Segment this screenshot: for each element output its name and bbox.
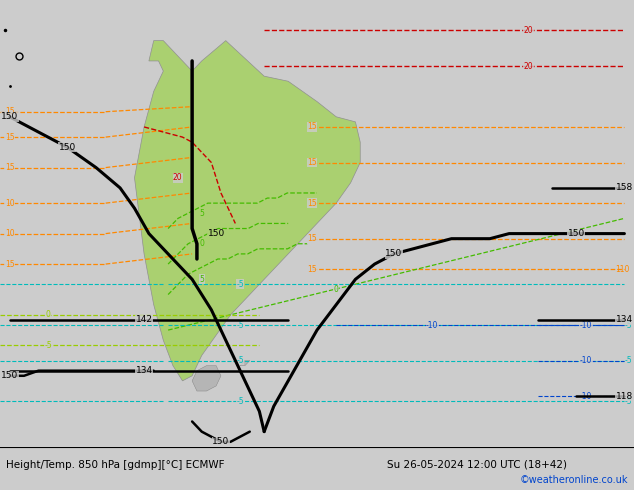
- Text: 150: 150: [1, 371, 18, 380]
- Text: 10: 10: [5, 229, 15, 238]
- Text: 150: 150: [385, 249, 403, 258]
- Text: 134: 134: [136, 366, 153, 375]
- Text: Height/Temp. 850 hPa [gdmp][°C] ECMWF: Height/Temp. 850 hPa [gdmp][°C] ECMWF: [6, 460, 225, 470]
- Text: -10: -10: [426, 320, 439, 329]
- Text: -5: -5: [236, 280, 244, 289]
- Text: -5: -5: [236, 320, 244, 329]
- Text: 15: 15: [307, 198, 317, 208]
- Text: -5: -5: [624, 356, 632, 365]
- Text: -5: -5: [44, 341, 52, 350]
- Text: 0: 0: [46, 310, 51, 319]
- Text: 20: 20: [524, 26, 533, 35]
- Text: 150: 150: [212, 437, 230, 446]
- Text: -10: -10: [579, 392, 592, 401]
- Text: 110: 110: [615, 265, 629, 273]
- Text: 150: 150: [1, 112, 18, 122]
- Text: 15: 15: [5, 133, 15, 142]
- Text: Su 26-05-2024 12:00 UTC (18+42): Su 26-05-2024 12:00 UTC (18+42): [387, 460, 567, 470]
- Text: 15: 15: [5, 163, 15, 172]
- Text: 150: 150: [207, 229, 225, 238]
- Text: 134: 134: [616, 316, 633, 324]
- Text: -5: -5: [236, 397, 244, 406]
- Text: -10: -10: [579, 320, 592, 329]
- Text: 142: 142: [136, 316, 153, 324]
- Text: 5: 5: [199, 209, 204, 218]
- Text: -5: -5: [236, 356, 244, 365]
- Text: 5: 5: [199, 275, 204, 284]
- Text: 15: 15: [307, 158, 317, 167]
- Text: 15: 15: [307, 265, 317, 273]
- Text: 150: 150: [567, 229, 585, 238]
- Text: 0: 0: [199, 239, 204, 248]
- Text: 0: 0: [333, 285, 339, 294]
- Text: 15: 15: [5, 107, 15, 116]
- Polygon shape: [240, 361, 250, 366]
- Text: 15: 15: [307, 122, 317, 131]
- Text: 20: 20: [524, 62, 533, 71]
- Text: 15: 15: [5, 260, 15, 269]
- Text: 10: 10: [5, 198, 15, 208]
- Text: 150: 150: [58, 143, 76, 152]
- Text: ©weatheronline.co.uk: ©weatheronline.co.uk: [519, 475, 628, 485]
- Text: -10: -10: [579, 356, 592, 365]
- Text: 118: 118: [616, 392, 633, 401]
- Text: -5: -5: [624, 320, 632, 329]
- Text: 158: 158: [616, 183, 633, 193]
- Polygon shape: [192, 366, 221, 391]
- Text: 20: 20: [173, 173, 183, 182]
- Text: -5: -5: [624, 397, 632, 406]
- Text: 15: 15: [307, 234, 317, 243]
- Polygon shape: [134, 41, 360, 381]
